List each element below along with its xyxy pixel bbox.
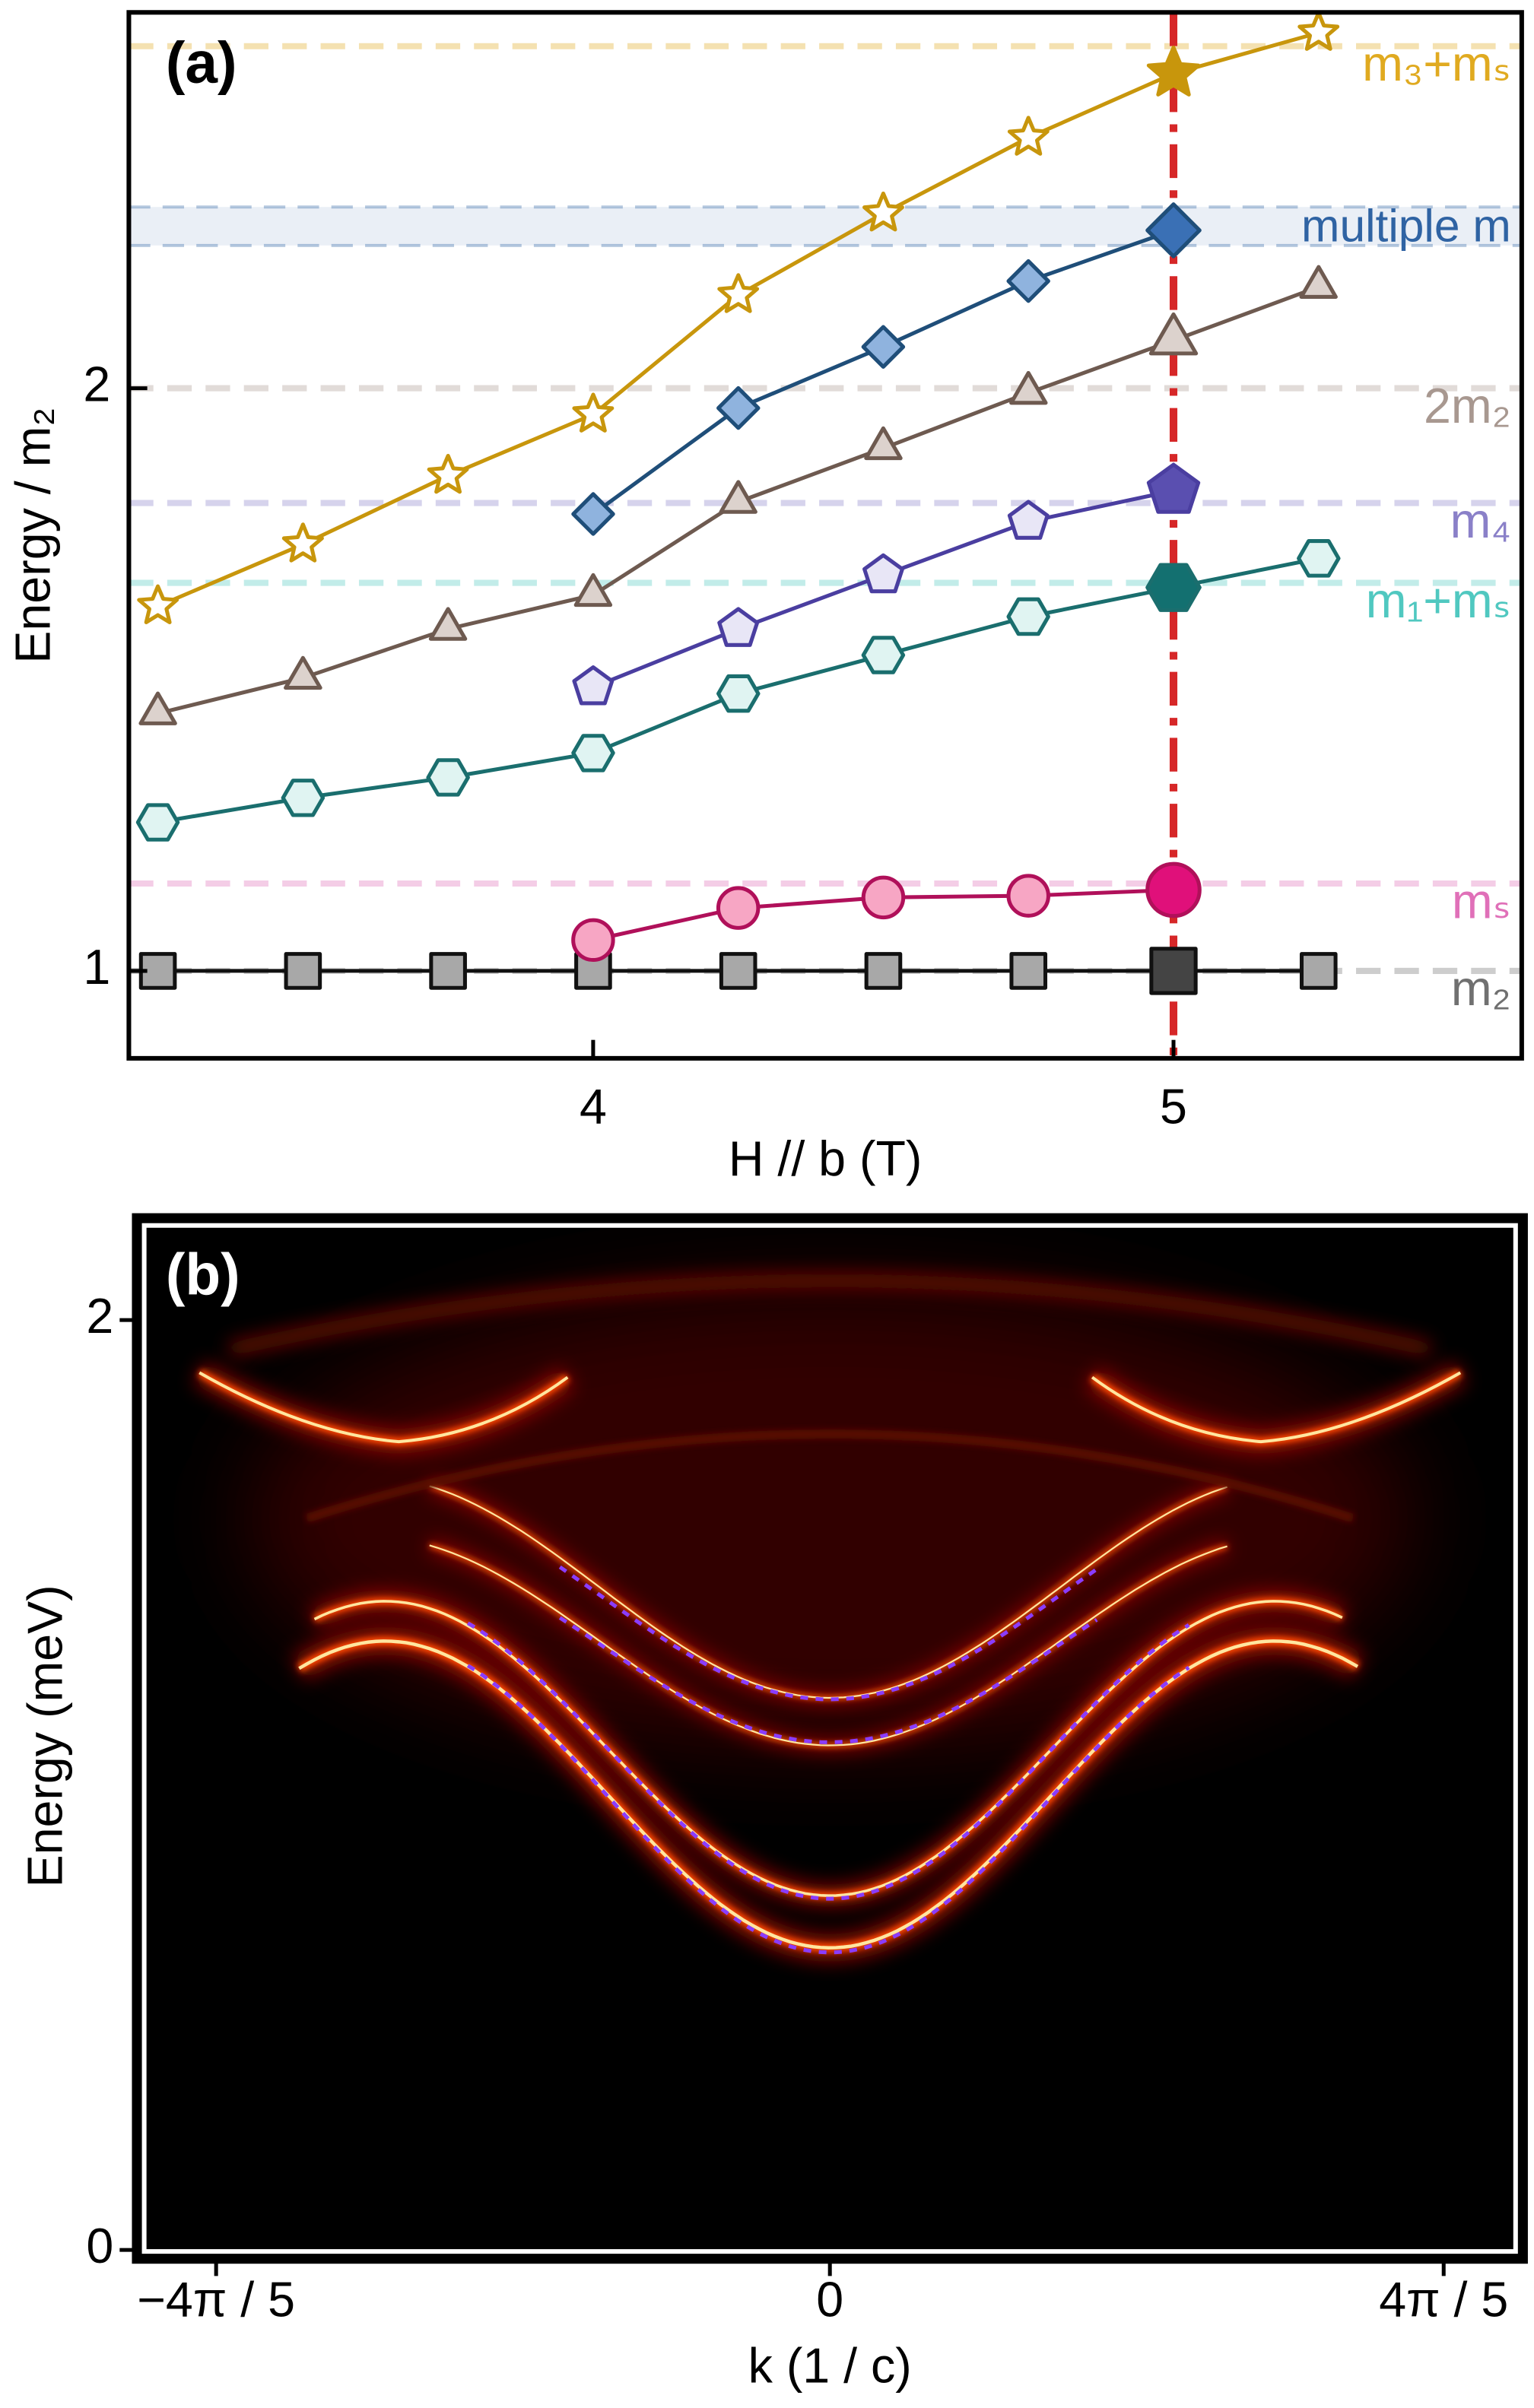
marker-hexagon	[1145, 563, 1202, 612]
reference-label: multiple m	[1301, 200, 1511, 252]
band-core	[313, 1600, 1343, 1897]
marker-pentagon	[717, 607, 760, 647]
reference-label: m₂	[1451, 961, 1511, 1016]
marker-diamond	[861, 325, 906, 369]
y-tick-label: 1	[83, 940, 110, 995]
marker-square	[719, 952, 757, 990]
marker-pentagon	[572, 665, 615, 706]
marker-diamond	[1145, 202, 1202, 259]
heatmap-area	[193, 1273, 1467, 1962]
y-axis-label: Energy / m₂	[5, 408, 60, 664]
x-tick-label: 5	[1160, 1080, 1187, 1134]
marker-hexagon	[135, 803, 180, 842]
marker-star	[137, 584, 179, 624]
reference-label: m₄	[1450, 493, 1511, 548]
marker-star	[281, 522, 324, 563]
marker-triangle	[428, 607, 468, 641]
marker-diamond	[716, 385, 761, 430]
dim-arc	[305, 1429, 1355, 1523]
marker-star	[1297, 11, 1340, 51]
marker-triangle	[284, 655, 322, 690]
dim-dome	[228, 1273, 1432, 1357]
marker-square	[284, 952, 322, 990]
fit-line	[558, 1616, 1098, 1744]
marker-hexagon	[1297, 539, 1341, 578]
band-core	[198, 1371, 569, 1444]
marker-circle	[571, 918, 615, 963]
marker-triangle	[864, 426, 903, 461]
marker-pentagon	[862, 553, 904, 594]
marker-square	[138, 952, 177, 990]
plot-area	[129, 12, 1522, 1058]
marker-triangle	[1148, 312, 1199, 356]
marker-square	[1149, 947, 1198, 995]
marker-circle	[716, 886, 761, 930]
marker-circle	[1145, 861, 1202, 918]
reference-label: m₁+mₛ	[1366, 573, 1511, 628]
marker-triangle	[138, 691, 177, 725]
marker-circle	[861, 875, 906, 920]
fit-line	[558, 1565, 1098, 1702]
band-core	[429, 1485, 1228, 1699]
marker-hexagon	[571, 734, 615, 773]
marker-triangle	[719, 480, 757, 514]
marker-diamond	[571, 492, 615, 536]
band-core	[298, 1639, 1359, 1950]
marker-triangle	[1299, 265, 1338, 299]
x-tick-label: 4π / 5	[1379, 2273, 1508, 2327]
marker-hexagon	[1006, 597, 1050, 636]
haze	[246, 1288, 1413, 1749]
y-axis-label: Energy (meV)	[18, 1585, 73, 1887]
marker-square	[864, 952, 903, 990]
marker-square	[429, 952, 467, 990]
marker-hexagon	[861, 636, 906, 674]
x-axis-label: k (1 / c)	[748, 2338, 912, 2393]
x-tick-label: −4π / 5	[137, 2273, 295, 2327]
series-line	[157, 30, 1320, 608]
y-tick-label: 2	[86, 1289, 113, 1344]
reference-label: 2m₂	[1424, 379, 1511, 433]
frame	[126, 10, 1524, 1061]
x-axis-label: H // b (T)	[729, 1131, 923, 1186]
fit-line	[466, 1621, 1190, 1901]
marker-pentagon	[1146, 462, 1201, 514]
band-core	[429, 1544, 1228, 1747]
band-core	[1091, 1371, 1462, 1444]
marker-square	[1009, 952, 1048, 990]
panel-label: (b)	[166, 1243, 240, 1308]
reference-label: mₛ	[1452, 874, 1511, 928]
panel-label: (a)	[166, 31, 237, 96]
marker-triangle	[573, 573, 613, 608]
y-tick-label: 2	[83, 357, 110, 412]
marker-star	[1146, 45, 1201, 97]
marker-star	[862, 191, 904, 232]
x-tick-label: 0	[816, 2273, 843, 2327]
marker-pentagon	[1007, 500, 1050, 540]
marker-star	[572, 392, 615, 433]
marker-circle	[1006, 874, 1050, 918]
marker-hexagon	[716, 674, 761, 713]
inner-frame	[141, 1223, 1518, 2254]
marker-square	[1299, 952, 1338, 990]
marker-star	[717, 273, 760, 313]
marker-diamond	[1006, 259, 1050, 303]
marker-hexagon	[426, 758, 470, 797]
x-tick-label: 4	[580, 1080, 607, 1134]
marker-star	[1007, 116, 1050, 156]
reference-label: m₃+mₛ	[1362, 36, 1511, 91]
y-tick-label: 0	[86, 2219, 113, 2273]
reference-band	[129, 207, 1522, 246]
marker-triangle	[1009, 370, 1048, 405]
marker-star	[427, 453, 469, 494]
marker-hexagon	[281, 779, 326, 817]
